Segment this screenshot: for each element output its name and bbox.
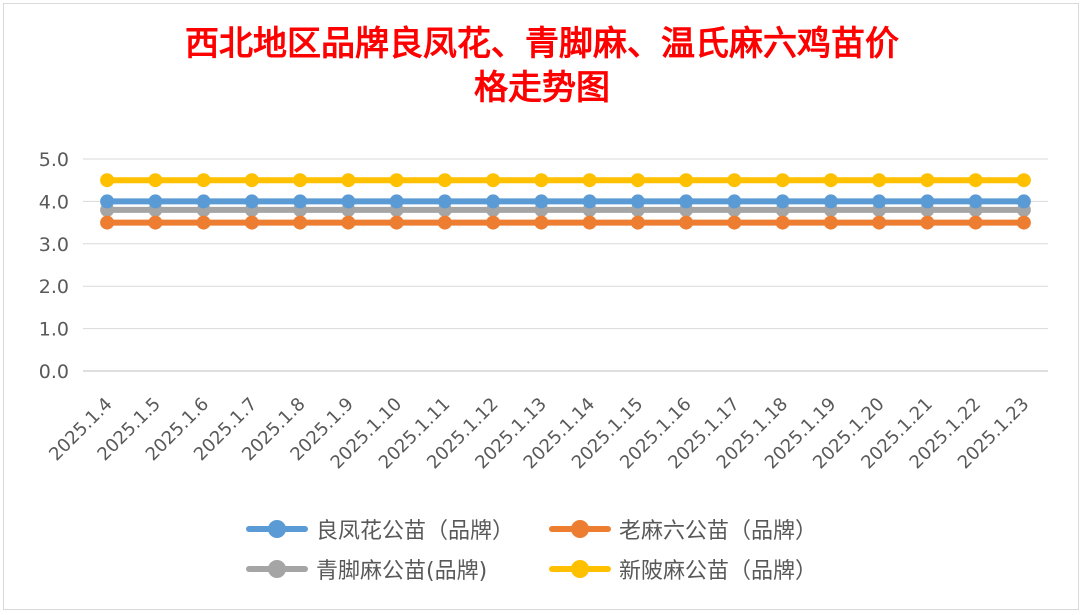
series-1-point-19 [1016,215,1031,230]
series-3-point-11 [630,173,645,188]
series-3-point-16 [872,173,887,188]
series-1-point-0 [100,215,115,230]
series-0-point-8 [486,194,501,209]
series-0-point-19 [1016,194,1031,209]
series-1-point-11 [630,215,645,230]
series-0-point-15 [823,194,838,209]
series-1-point-16 [872,215,887,230]
y-tick-label-3: 3.0 [39,234,69,256]
legend-label-0: 良凤花公苗（品牌） [316,519,515,544]
legend-label-2: 青脚麻公苗(品牌) [316,559,488,584]
series-3-point-3 [244,173,259,188]
series-3-point-6 [389,173,404,188]
series-3-point-17 [920,173,935,188]
series-3-point-14 [775,173,790,188]
legend-swatch-3 [549,556,611,582]
series-3-point-7 [437,173,452,188]
series-1-point-7 [437,215,452,230]
series-0-point-17 [920,194,935,209]
series-0-point-3 [244,194,259,209]
series-0-point-13 [727,194,742,209]
series-0-point-7 [437,194,452,209]
series-1-point-9 [534,215,549,230]
y-tick-label-5: 5.0 [39,149,69,171]
series-3-point-4 [293,173,308,188]
legend-swatch-0 [246,516,308,542]
series-3-point-0 [100,173,115,188]
series-3-point-19 [1016,173,1031,188]
series-3-point-2 [196,173,211,188]
y-tick-label-2: 2.0 [39,276,69,298]
series-1-point-6 [389,215,404,230]
y-tick-label-1: 1.0 [39,319,69,341]
series-3-point-18 [968,173,983,188]
legend-item-1: 老麻六公苗（品牌） [549,516,818,544]
series-3-point-13 [727,173,742,188]
series-1-point-14 [775,215,790,230]
series-1-point-1 [148,215,163,230]
chart-title: 西北地区品牌良凤花、青脚麻、温氏麻六鸡苗价 格走势图 [0,22,1084,110]
y-tick-label-4: 4.0 [39,191,69,213]
legend-swatch-1 [549,516,611,542]
legend-item-0: 良凤花公苗（品牌） [246,516,515,544]
series-0-point-5 [341,194,356,209]
series-1-point-3 [244,215,259,230]
series-3-point-8 [486,173,501,188]
legend-label-1: 老麻六公苗（品牌） [619,519,818,544]
series-1-point-2 [196,215,211,230]
series-1-point-8 [486,215,501,230]
series-0-point-14 [775,194,790,209]
series-1-point-12 [679,215,694,230]
series-3-point-9 [534,173,549,188]
series-0-point-6 [389,194,404,209]
series-0-point-1 [148,194,163,209]
chart-title-line-2: 格走势图 [474,68,610,108]
legend-item-3: 新陂麻公苗（品牌） [549,556,818,584]
series-1-point-5 [341,215,356,230]
series-0-point-2 [196,194,211,209]
series-0-point-9 [534,194,549,209]
series-1-point-15 [823,215,838,230]
chart-frame [3,3,1079,610]
series-1-point-13 [727,215,742,230]
series-0-point-12 [679,194,694,209]
series-3-point-15 [823,173,838,188]
series-0-point-18 [968,194,983,209]
series-3-point-1 [148,173,163,188]
series-0-point-4 [293,194,308,209]
series-1-point-10 [582,215,597,230]
y-tick-label-0: 0.0 [39,361,69,383]
series-3-point-10 [582,173,597,188]
series-0-point-10 [582,194,597,209]
series-0-point-16 [872,194,887,209]
series-0-point-0 [100,194,115,209]
series-1-point-18 [968,215,983,230]
legend-item-2: 青脚麻公苗(品牌) [246,556,488,584]
chart-title-line-1: 西北地区品牌良凤花、青脚麻、温氏麻六鸡苗价 [185,24,899,64]
series-1-point-17 [920,215,935,230]
series-3-point-5 [341,173,356,188]
series-3-point-12 [679,173,694,188]
series-1-point-4 [293,215,308,230]
series-0-point-11 [630,194,645,209]
legend-label-3: 新陂麻公苗（品牌） [619,559,818,584]
legend-swatch-2 [246,556,308,582]
